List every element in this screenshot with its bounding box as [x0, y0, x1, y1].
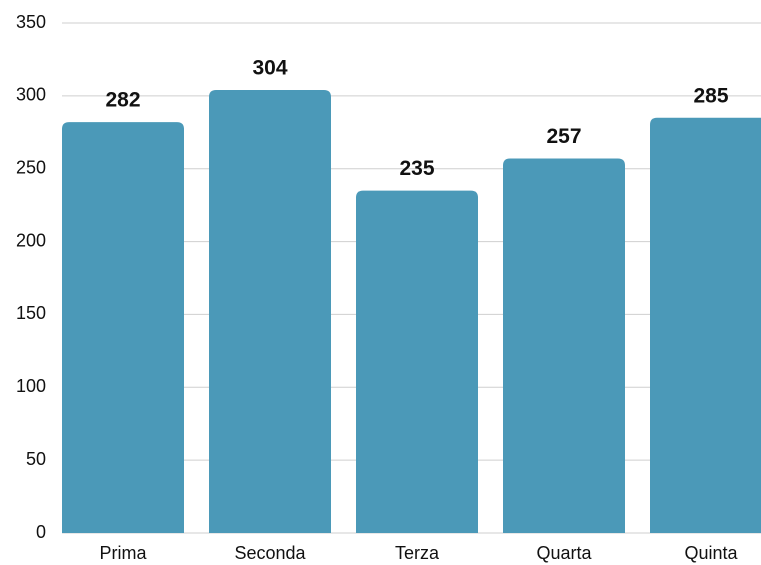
bar [503, 158, 625, 533]
x-tick-label: Prima [99, 543, 147, 563]
bar [356, 190, 478, 534]
y-tick-label: 100 [16, 376, 46, 396]
x-tick-label: Seconda [234, 543, 306, 563]
y-tick-label: 300 [16, 85, 46, 105]
data-label: 304 [252, 57, 287, 80]
data-label: 285 [693, 84, 728, 107]
x-tick-label: Quinta [684, 543, 738, 563]
bar [62, 122, 184, 533]
bar [650, 117, 761, 533]
data-label: 257 [546, 125, 581, 148]
bar [209, 90, 331, 534]
y-tick-label: 350 [16, 12, 46, 32]
x-tick-label: Terza [395, 543, 440, 563]
y-tick-label: 150 [16, 303, 46, 323]
y-tick-label: 0 [36, 522, 46, 542]
data-label: 235 [399, 157, 434, 180]
y-tick-label: 50 [26, 449, 46, 469]
y-tick-label: 200 [16, 230, 46, 250]
y-tick-label: 250 [16, 157, 46, 177]
data-label: 282 [105, 89, 140, 112]
x-tick-label: Quarta [536, 543, 592, 563]
